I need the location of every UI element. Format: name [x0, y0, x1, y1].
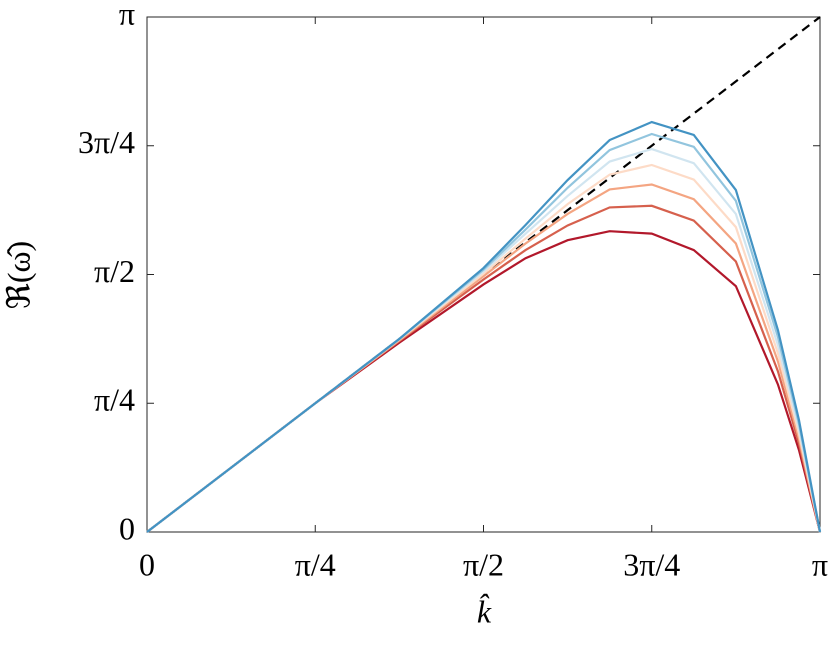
y-tick-label: π/2 — [94, 253, 135, 289]
y-tick-label: π/4 — [94, 382, 135, 418]
y-tick-label: 0 — [119, 510, 135, 546]
x-tick-label: π — [812, 546, 828, 582]
x-tick-label: π/2 — [463, 546, 504, 582]
x-tick-label: 3π/4 — [623, 546, 680, 582]
y-tick-label: π — [119, 0, 135, 31]
y-tick-label: 3π/4 — [78, 124, 135, 160]
curve — [146, 120, 822, 533]
x-tick-label: π/4 — [295, 546, 336, 582]
y-axis-label: ℜ(ω̂) — [0, 241, 36, 309]
curve — [146, 230, 822, 533]
x-tick-label: 0 — [139, 546, 155, 582]
x-axis-label: k̂ — [477, 593, 492, 629]
